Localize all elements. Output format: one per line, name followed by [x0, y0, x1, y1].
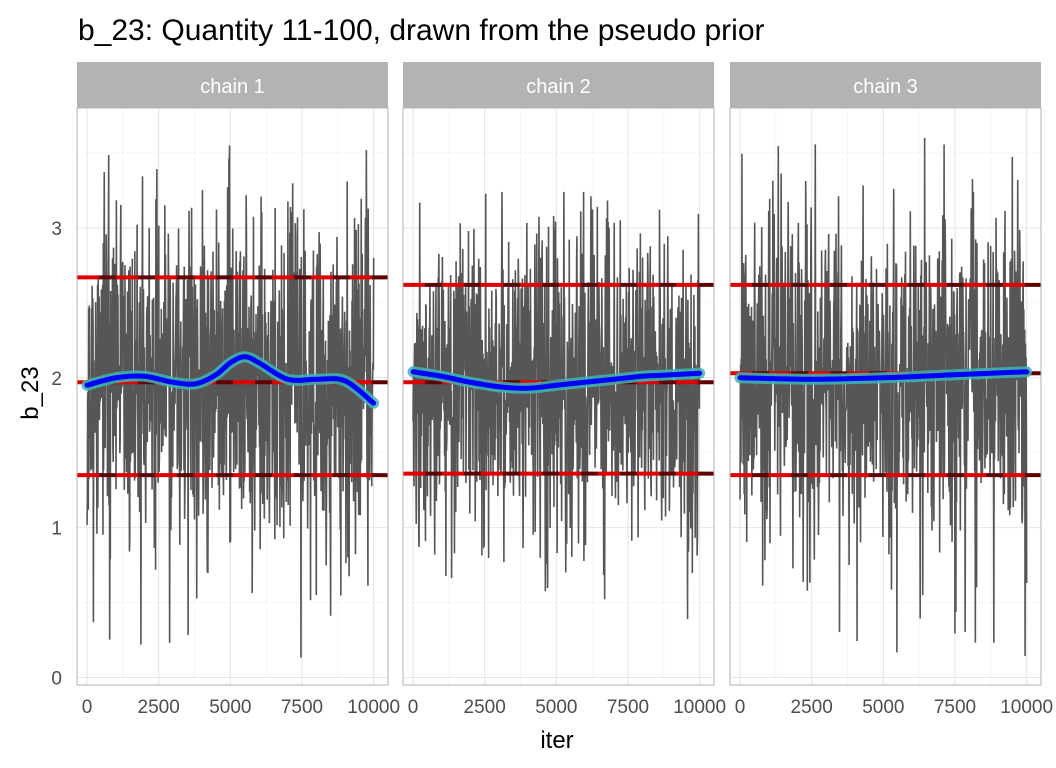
x-tick-label: 7500 — [281, 697, 323, 718]
x-tick-label: 2500 — [138, 697, 180, 718]
mcmc-trace-line — [739, 137, 1028, 657]
facet-strip — [77, 62, 388, 108]
y-tick-label: 0 — [51, 669, 62, 690]
x-axis-title: iter — [540, 727, 573, 754]
smooth-trend-line — [410, 369, 703, 391]
x-tick-label: 10000 — [673, 697, 726, 718]
panel-border — [402, 107, 715, 686]
facet-panels: chain 1 0 2500 5000 7500 10000 chain 2 0 2500 500… — [76, 62, 1053, 718]
x-axis-ticks: 0 2500 5000 7500 10000 — [82, 697, 400, 718]
y-axis-title: b_23 — [17, 366, 44, 419]
mcmc-trace-line — [86, 145, 375, 658]
y-axis: 0 1 2 3 — [51, 219, 62, 690]
x-axis-ticks: 0 2500 5000 7500 10000 — [735, 697, 1053, 718]
x-tick-label: 7500 — [934, 697, 976, 718]
x-tick-label: 2500 — [464, 697, 506, 718]
facet-panel-3: chain 3 0 2500 5000 7500 10000 — [729, 62, 1053, 718]
facet-panel-2: chain 2 0 2500 5000 7500 10000 — [402, 62, 726, 718]
facet-strip-label: chain 3 — [853, 76, 918, 98]
x-tick-label: 2500 — [791, 697, 833, 718]
x-tick-label: 5000 — [535, 697, 577, 718]
chart-title: b_23: Quantity 11-100, drawn from the ps… — [78, 14, 765, 47]
panel-border — [76, 107, 389, 686]
facet-strip-label: chain 1 — [200, 76, 265, 98]
smooth-trend-line — [84, 354, 377, 406]
facet-panel-1: chain 1 0 2500 5000 7500 10000 — [76, 62, 400, 718]
y-tick-label: 1 — [51, 519, 62, 540]
x-tick-label: 0 — [82, 697, 93, 718]
x-tick-label: 0 — [735, 697, 746, 718]
x-tick-label: 0 — [408, 697, 419, 718]
panel-border — [729, 107, 1042, 686]
facet-strip — [403, 62, 714, 108]
x-tick-label: 10000 — [347, 697, 400, 718]
y-tick-label: 3 — [51, 219, 62, 240]
x-tick-label: 5000 — [862, 697, 904, 718]
x-tick-label: 7500 — [607, 697, 649, 718]
x-tick-label: 10000 — [1000, 697, 1053, 718]
x-axis-ticks: 0 2500 5000 7500 10000 — [408, 697, 726, 718]
x-tick-label: 5000 — [209, 697, 251, 718]
facet-strip — [730, 62, 1041, 108]
y-tick-label: 2 — [51, 369, 62, 390]
facet-strip-label: chain 2 — [526, 76, 591, 98]
smooth-trend-line — [737, 369, 1030, 382]
